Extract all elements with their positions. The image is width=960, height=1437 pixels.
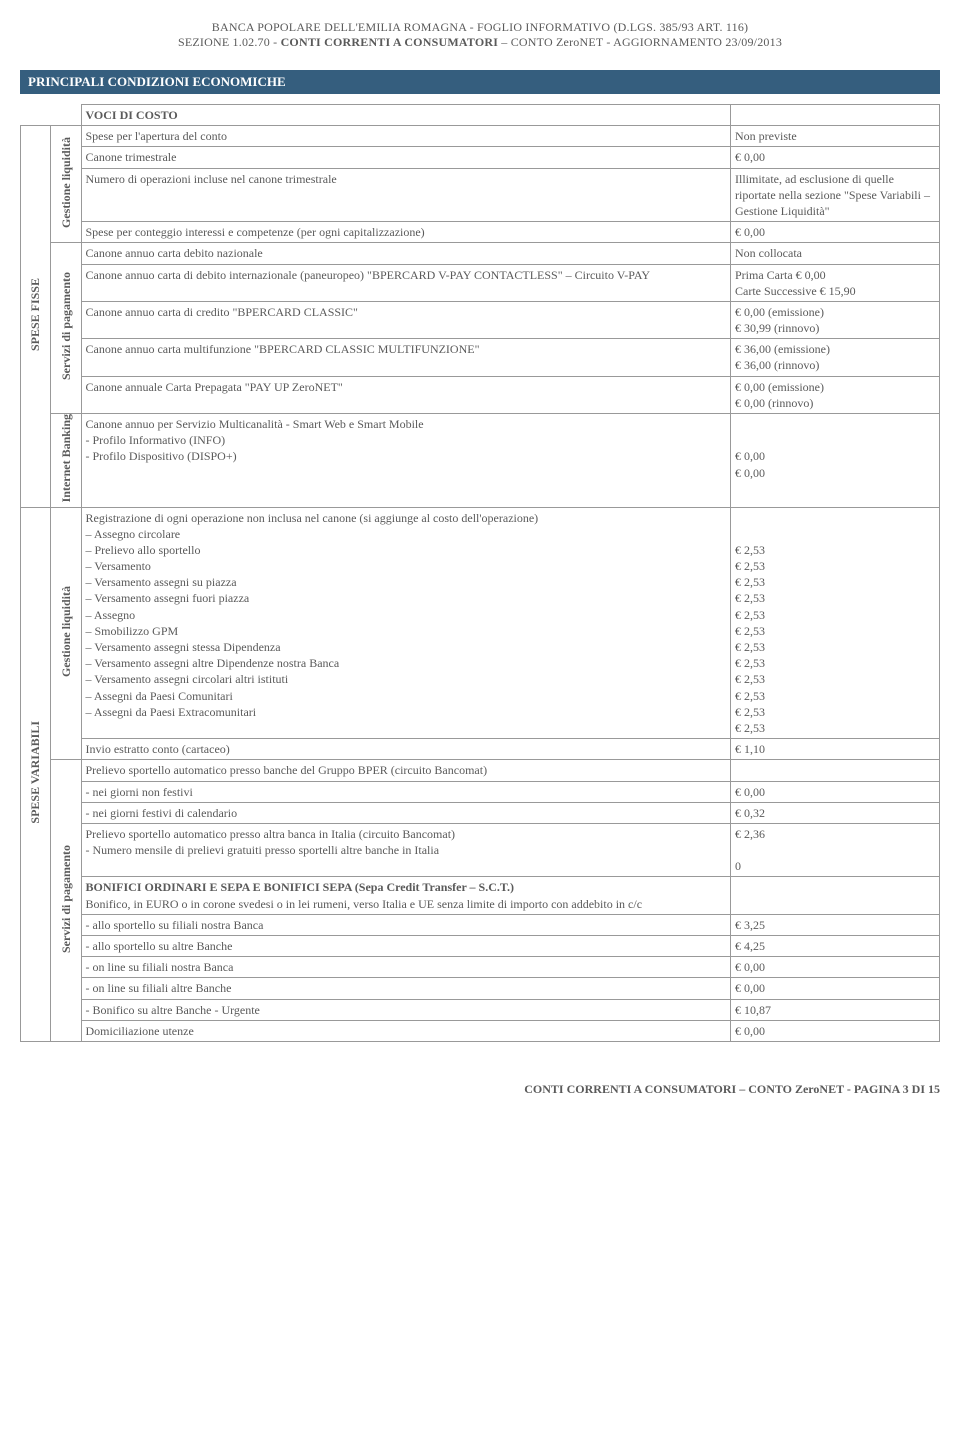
row-value	[731, 760, 940, 781]
row-value: € 0,00	[731, 978, 940, 999]
page-header: BANCA POPOLARE DELL'EMILIA ROMAGNA - FOG…	[20, 20, 940, 50]
row-label: Invio estratto conto (cartaceo)	[81, 739, 731, 760]
row-value: Non previste	[731, 126, 940, 147]
gestione-liquidita-vlabel-fisse: Gestione liquidità	[51, 126, 82, 243]
row-label: Numero di operazioni incluse nel canone …	[81, 168, 731, 222]
row-value: € 0,00	[731, 957, 940, 978]
row-label: Canone trimestrale	[81, 147, 731, 168]
servizi-pagamento-vlabel-fisse: Servizi di pagamento	[51, 243, 82, 414]
page-footer: CONTI CORRENTI A CONSUMATORI – CONTO Zer…	[20, 1082, 940, 1097]
row-value: € 0,00	[731, 222, 940, 243]
gestione-liquidita-vlabel-var: Gestione liquidità	[51, 507, 82, 760]
row-value: € 0,32	[731, 802, 940, 823]
row-value: Illimitate, ad esclusione di quelle ripo…	[731, 168, 940, 222]
row-label: - on line su filiali nostra Banca	[81, 957, 731, 978]
row-value: € 3,25	[731, 914, 940, 935]
row-value: € 10,87	[731, 999, 940, 1020]
conditions-table: VOCI DI COSTO SPESE FISSE Gestione liqui…	[20, 104, 940, 1042]
row-value	[731, 877, 940, 914]
row-value: € 36,00 (emissione) € 36,00 (rinnovo)	[731, 339, 940, 376]
row-label: - allo sportello su altre Banche	[81, 936, 731, 957]
row-value: € 2,36 0	[731, 823, 940, 877]
row-label: - on line su filiali altre Banche	[81, 978, 731, 999]
row-label: Canone annuo per Servizio Multicanalità …	[81, 414, 731, 508]
row-label: - allo sportello su filiali nostra Banca	[81, 914, 731, 935]
header-line-1: BANCA POPOLARE DELL'EMILIA ROMAGNA - FOG…	[20, 20, 940, 35]
internet-banking-vlabel: Internet Banking	[51, 414, 82, 508]
spese-variabili-vlabel: SPESE VARIABILI	[21, 507, 51, 1041]
row-value: € 0,00	[731, 1020, 940, 1041]
row-label: Canone annuo carta multifunzione "BPERCA…	[81, 339, 731, 376]
row-value: € 0,00	[731, 781, 940, 802]
row-value: Non collocata	[731, 243, 940, 264]
row-label: Domiciliazione utenze	[81, 1020, 731, 1041]
row-label: Registrazione di ogni operazione non inc…	[81, 507, 731, 739]
row-label: BONIFICI ORDINARI E SEPA E BONIFICI SEPA…	[81, 877, 731, 914]
row-label: Canone annuo carta di debito internazion…	[81, 264, 731, 301]
row-label: Prelievo sportello automatico presso alt…	[81, 823, 731, 877]
row-label: Prelievo sportello automatico presso ban…	[81, 760, 731, 781]
row-label: Canone annuo carta debito nazionale	[81, 243, 731, 264]
header-line-2: SEZIONE 1.02.70 - CONTI CORRENTI A CONSU…	[20, 35, 940, 50]
row-label: - nei giorni non festivi	[81, 781, 731, 802]
row-label: Canone annuo carta di credito "BPERCARD …	[81, 301, 731, 338]
row-label: Spese per l'apertura del conto	[81, 126, 731, 147]
row-value: € 0,00	[731, 147, 940, 168]
voci-di-costo-header: VOCI DI COSTO	[81, 105, 731, 126]
row-label: Spese per conteggio interessi e competen…	[81, 222, 731, 243]
row-value: € 0,00 (emissione) € 0,00 (rinnovo)	[731, 376, 940, 413]
section-title: PRINCIPALI CONDIZIONI ECONOMICHE	[20, 70, 940, 94]
row-label: - nei giorni festivi di calendario	[81, 802, 731, 823]
row-value: € 4,25	[731, 936, 940, 957]
row-value: € 0,00 (emissione) € 30,99 (rinnovo)	[731, 301, 940, 338]
row-value: € 0,00 € 0,00	[731, 414, 940, 508]
row-label: Canone annuale Carta Prepagata "PAY UP Z…	[81, 376, 731, 413]
row-value: € 1,10	[731, 739, 940, 760]
servizi-pagamento-vlabel-var: Servizi di pagamento	[51, 760, 82, 1042]
row-label: - Bonifico su altre Banche - Urgente	[81, 999, 731, 1020]
row-value: € 2,53 € 2,53 € 2,53 € 2,53 € 2,53 € 2,5…	[731, 507, 940, 739]
spese-fisse-vlabel: SPESE FISSE	[21, 126, 51, 507]
row-value: Prima Carta € 0,00 Carte Successive € 15…	[731, 264, 940, 301]
